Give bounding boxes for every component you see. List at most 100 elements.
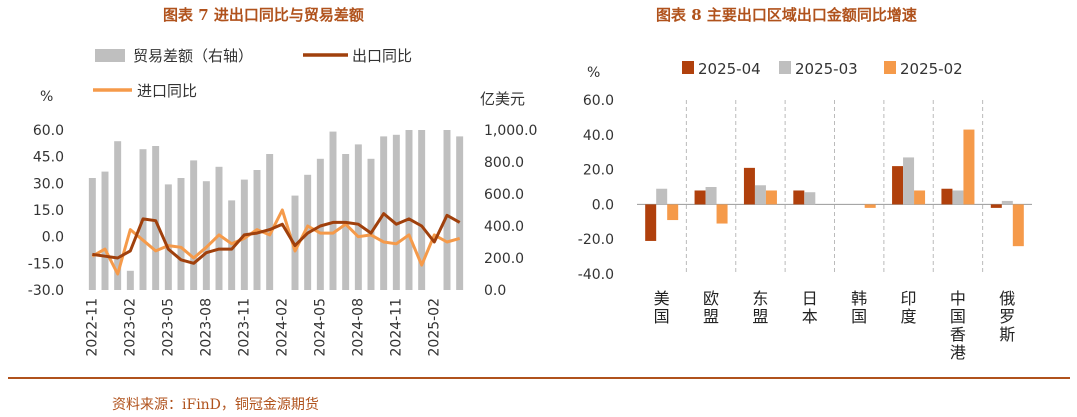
- bar-2025-04: [743, 167, 755, 205]
- legend-label-2025-02: 2025-02: [900, 60, 963, 78]
- bar-2025-02: [716, 204, 728, 224]
- x-tick-label: 2023-11: [236, 298, 252, 357]
- category-label-char: 俄: [999, 289, 1015, 308]
- category-label-char: 国: [950, 307, 966, 326]
- bar-2025-03: [1001, 200, 1013, 205]
- category-label-char: 本: [802, 307, 818, 326]
- bar-2025-03: [903, 157, 915, 205]
- category-label-char: 东: [752, 289, 768, 308]
- trade-balance-bar: [114, 141, 122, 290]
- y-tick-label: 60.0: [583, 93, 614, 109]
- y-right-tick-label: 600.0: [484, 187, 524, 203]
- y-right-tick-label: 400.0: [484, 219, 524, 235]
- legend-swatch-2025-02: [884, 61, 896, 74]
- x-tick-label: 2023-05: [160, 298, 176, 357]
- category-label-char: 港: [950, 343, 966, 362]
- trade-balance-bar: [101, 171, 109, 290]
- trade-balance-bar: [202, 181, 210, 290]
- category-label-char: 日: [802, 289, 818, 308]
- category-label-char: 度: [901, 307, 917, 326]
- y-left-tick-label: 0.0: [42, 230, 64, 246]
- bar-2025-02: [864, 204, 876, 208]
- import-yoy-line: [91, 208, 461, 276]
- bar-2025-04: [694, 190, 706, 205]
- left-axis-unit: %: [40, 89, 53, 105]
- trade-balance-bar: [164, 184, 172, 290]
- trade-balance-bar: [329, 131, 337, 290]
- bar-2025-04: [645, 204, 657, 241]
- bar-2025-03: [952, 190, 964, 205]
- x-tick-label: 2024-05: [312, 298, 328, 357]
- legend-label-import: 进口同比: [137, 82, 197, 100]
- bar-2025-03: [804, 192, 816, 205]
- x-tick-label: 2024-11: [388, 298, 404, 357]
- legend-label-2025-03: 2025-03: [795, 60, 858, 78]
- source-note: 资料来源：iFinD，铜冠金源期货: [112, 397, 319, 413]
- category-label-char: 香: [950, 325, 966, 344]
- category-label-char: 罗: [999, 307, 1015, 326]
- category-label-char: 印: [901, 289, 917, 308]
- bar-2025-04: [990, 204, 1002, 208]
- trade-balance-bar: [405, 130, 413, 290]
- y-tick-label: -40.0: [578, 267, 614, 283]
- y-left-tick-label: 30.0: [33, 176, 64, 192]
- trade-balance-bar: [392, 134, 400, 290]
- trade-balance-bar: [215, 166, 223, 290]
- y-right-tick-label: 200.0: [484, 251, 524, 267]
- y-right-tick-label: 1,000.0: [484, 123, 537, 139]
- legend-swatch-2025-04: [682, 61, 694, 74]
- export-yoy-line: [92, 212, 461, 265]
- trade-balance-bar: [367, 158, 375, 290]
- trade-balance-bar: [443, 130, 451, 290]
- bar-2025-02: [667, 204, 679, 221]
- y-left-tick-label: 45.0: [33, 150, 64, 166]
- bar-2025-04: [892, 166, 904, 205]
- trade-balance-bar: [354, 144, 362, 290]
- y-left-tick-label: -15.0: [28, 256, 64, 272]
- x-tick-label: 2025-02: [426, 298, 442, 357]
- y-left-tick-label: -30.0: [28, 283, 64, 299]
- y-tick-label: 0.0: [592, 197, 614, 213]
- category-label-char: 盟: [752, 307, 768, 326]
- category-label-char: 国: [851, 307, 867, 326]
- bar-2025-02: [914, 190, 926, 205]
- y-tick-label: -20.0: [578, 232, 614, 248]
- left-chart-title: 图表 7 进出口同比与贸易差额: [163, 6, 364, 24]
- bar-2025-03: [705, 187, 717, 205]
- x-tick-label: 2024-02: [274, 298, 290, 357]
- legend-label-trade: 贸易差额（右轴）: [133, 47, 253, 65]
- right-axis-unit: 亿美元: [480, 90, 525, 108]
- trade-balance-bar: [456, 136, 464, 290]
- trade-balance-bar: [190, 160, 198, 290]
- legend-swatch-2025-03: [779, 61, 791, 74]
- x-tick-label: 2023-02: [122, 298, 138, 357]
- x-tick-label: 2023-08: [198, 298, 214, 357]
- y-right-tick-label: 800.0: [484, 155, 524, 171]
- trade-balance-bar: [126, 270, 134, 290]
- legend-swatch-trade: [95, 49, 125, 62]
- bar-2025-04: [941, 188, 953, 205]
- bar-2025-02: [765, 190, 777, 205]
- category-label-char: 欧: [703, 289, 719, 308]
- y-left-tick-label: 60.0: [33, 123, 64, 139]
- y-tick-label: 40.0: [583, 128, 614, 144]
- category-label-char: 韩: [851, 289, 867, 308]
- bar-2025-03: [754, 185, 766, 205]
- legend-label-2025-04: 2025-04: [698, 60, 761, 78]
- trade-balance-bar: [152, 146, 160, 290]
- bar-2025-04: [793, 190, 805, 205]
- y-tick-label: 20.0: [583, 163, 614, 179]
- trade-balance-bar: [88, 178, 96, 290]
- category-label-char: 中: [950, 289, 966, 308]
- category-label-char: 斯: [999, 325, 1015, 344]
- right-chart-title: 图表 8 主要出口区域出口金额同比增速: [656, 6, 917, 24]
- trade-balance-bar: [316, 158, 324, 290]
- category-label-char: 国: [654, 307, 670, 326]
- category-label-char: 盟: [703, 307, 719, 326]
- trade-balance-bar: [418, 130, 426, 290]
- trade-balance-bar: [177, 178, 185, 290]
- trade-balance-bar: [266, 154, 274, 290]
- legend-label-export: 出口同比: [352, 47, 412, 65]
- bar-2025-02: [1012, 204, 1024, 247]
